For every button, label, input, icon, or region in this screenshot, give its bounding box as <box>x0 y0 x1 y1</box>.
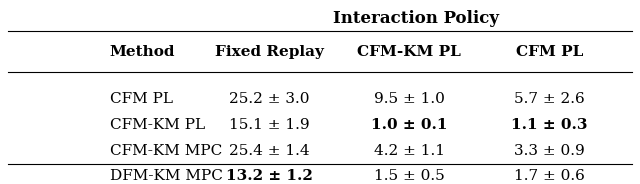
Text: CFM PL: CFM PL <box>516 45 583 59</box>
Text: 1.1 ± 0.3: 1.1 ± 0.3 <box>511 118 588 132</box>
Text: 1.7 ± 0.6: 1.7 ± 0.6 <box>514 169 585 183</box>
Text: CFM-KM MPC: CFM-KM MPC <box>109 144 222 158</box>
Text: 3.3 ± 0.9: 3.3 ± 0.9 <box>514 144 585 158</box>
Text: 4.2 ± 1.1: 4.2 ± 1.1 <box>374 144 445 158</box>
Text: Interaction Policy: Interaction Policy <box>333 10 499 27</box>
Text: 1.0 ± 0.1: 1.0 ± 0.1 <box>371 118 447 132</box>
Text: CFM-KM PL: CFM-KM PL <box>357 45 461 59</box>
Text: 25.4 ± 1.4: 25.4 ± 1.4 <box>228 144 309 158</box>
Text: Fixed Replay: Fixed Replay <box>214 45 323 59</box>
Text: 5.7 ± 2.6: 5.7 ± 2.6 <box>514 92 585 106</box>
Text: 13.2 ± 1.2: 13.2 ± 1.2 <box>225 169 312 183</box>
Text: DFM-KM MPC: DFM-KM MPC <box>109 169 223 183</box>
Text: CFM PL: CFM PL <box>109 92 173 106</box>
Text: 25.2 ± 3.0: 25.2 ± 3.0 <box>228 92 309 106</box>
Text: 15.1 ± 1.9: 15.1 ± 1.9 <box>228 118 309 132</box>
Text: 9.5 ± 1.0: 9.5 ± 1.0 <box>374 92 445 106</box>
Text: Method: Method <box>109 45 175 59</box>
Text: 1.5 ± 0.5: 1.5 ± 0.5 <box>374 169 445 183</box>
Text: CFM-KM PL: CFM-KM PL <box>109 118 205 132</box>
